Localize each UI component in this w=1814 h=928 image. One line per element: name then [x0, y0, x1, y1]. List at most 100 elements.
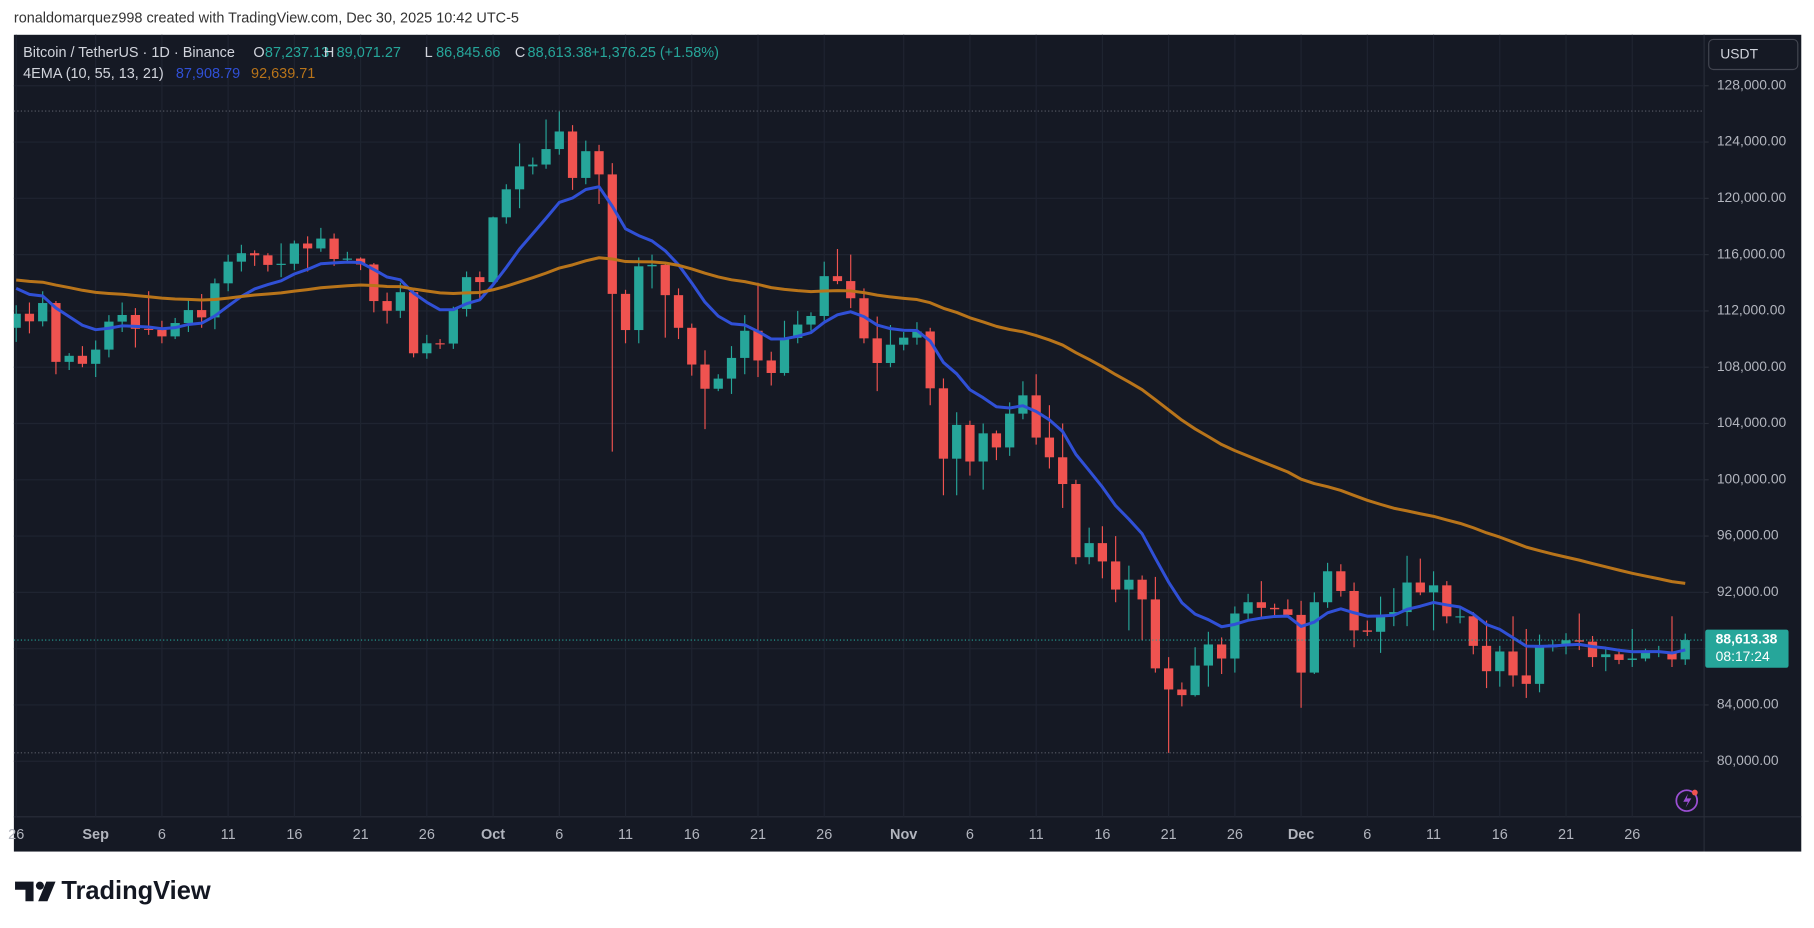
candle-body — [978, 433, 988, 462]
x-tick-label: 26 — [8, 827, 24, 843]
candle-body — [329, 238, 339, 259]
alert-circle[interactable] — [1675, 789, 1699, 812]
candle-body — [130, 314, 141, 329]
candle-body — [938, 388, 949, 459]
candle-body — [1203, 644, 1213, 666]
candle-body — [236, 253, 247, 262]
x-tick-label: 26 — [419, 827, 435, 843]
candle-body — [170, 323, 180, 337]
candle-body — [1230, 613, 1240, 659]
y-tick-label: 124,000.00 — [1717, 133, 1787, 149]
indicator-value: 92,639.71 — [251, 66, 315, 82]
countdown-label: 08:17:24 — [1716, 648, 1770, 664]
candle-body — [302, 243, 313, 249]
x-tick-label: 26 — [816, 827, 832, 843]
candle-body — [1574, 640, 1584, 642]
candle-body — [1534, 647, 1545, 684]
candle-body — [753, 330, 763, 361]
candle-body — [554, 131, 564, 150]
y-tick-label: 80,000.00 — [1717, 752, 1779, 768]
alert-dot[interactable] — [1691, 789, 1698, 796]
candle-body — [250, 253, 260, 256]
candle-body — [1216, 644, 1227, 659]
candle-body — [38, 303, 48, 322]
x-tick-label: 16 — [684, 827, 700, 843]
candle-body — [1283, 609, 1293, 615]
candle-body — [223, 261, 233, 284]
x-tick-label: 16 — [1492, 827, 1508, 843]
candle-body — [1031, 395, 1041, 438]
candle-body — [1495, 651, 1505, 672]
candle-body — [197, 310, 207, 318]
x-tick-label: 21 — [1558, 827, 1574, 843]
candle-body — [700, 364, 710, 389]
legend-change: +1,376.25 (+1.58%) — [591, 45, 719, 61]
x-tick-label: 21 — [750, 827, 766, 843]
candle-body — [488, 217, 498, 283]
candle-body — [435, 343, 445, 345]
candle-body — [1177, 689, 1187, 696]
candle-body — [1442, 585, 1452, 617]
candle-body — [1111, 561, 1121, 590]
logo-dot — [35, 881, 44, 890]
candle-body — [1322, 571, 1333, 603]
candle-body — [1005, 413, 1015, 448]
candle-body — [872, 338, 882, 363]
candle-body — [673, 295, 684, 328]
candle-body — [687, 327, 697, 365]
candle-body — [1587, 641, 1598, 658]
candle-body — [1601, 654, 1611, 658]
candle-body — [713, 378, 723, 389]
x-tick-label: 11 — [1426, 827, 1441, 843]
candle-body — [24, 313, 35, 322]
currency-label[interactable]: USDT — [1720, 46, 1758, 62]
candle-body — [607, 174, 617, 294]
alert-icon[interactable] — [1675, 789, 1699, 812]
candle-body — [541, 149, 551, 165]
candle-body — [13, 313, 21, 328]
candle-body — [1137, 579, 1147, 600]
currency-button[interactable] — [1708, 38, 1799, 71]
y-tick-label: 84,000.00 — [1717, 696, 1779, 712]
legend-symbol: Bitcoin / TetherUS · 1D · Binance — [23, 45, 235, 61]
candle-body — [1614, 654, 1624, 660]
legend-key: H — [324, 45, 334, 61]
candle-body — [806, 315, 816, 325]
candle-body — [1150, 599, 1161, 669]
legend-key: C — [515, 45, 525, 61]
candle-body — [408, 292, 419, 354]
candle-body — [1124, 579, 1134, 590]
candle-body — [1044, 437, 1055, 458]
candle-body — [1508, 651, 1518, 676]
last-price-box — [1705, 629, 1789, 668]
legend-value: 86,845.66 — [436, 45, 500, 61]
y-tick-label: 100,000.00 — [1717, 470, 1787, 486]
x-tick-label: Oct — [481, 827, 505, 843]
brand-logo — [15, 881, 56, 902]
candle-body — [395, 292, 405, 311]
x-tick-label: 16 — [1094, 827, 1110, 843]
ema-line — [16, 256, 1686, 585]
alert-bolt[interactable] — [1683, 793, 1692, 808]
candle-body — [144, 328, 154, 330]
candle-body — [263, 255, 273, 265]
x-tick-label: 21 — [353, 827, 369, 843]
logo-t — [15, 881, 34, 902]
candle-body — [64, 355, 74, 362]
x-tick-label: 26 — [1624, 827, 1640, 843]
candle-body — [77, 355, 88, 364]
candle-body — [448, 308, 458, 344]
candle-body — [1468, 616, 1478, 646]
legend-value: 88,613.38 — [528, 45, 592, 61]
x-tick-label: 16 — [286, 827, 302, 843]
y-tick-label: 96,000.00 — [1717, 527, 1779, 543]
candle-body — [1296, 614, 1306, 673]
y-tick-label: 108,000.00 — [1717, 358, 1787, 374]
x-tick-label: 11 — [1029, 827, 1044, 843]
candle-body — [726, 357, 737, 379]
candle-body — [342, 258, 352, 260]
candle-body — [885, 344, 896, 363]
legend-value: 89,071.27 — [337, 45, 401, 61]
candle-body — [634, 266, 644, 331]
